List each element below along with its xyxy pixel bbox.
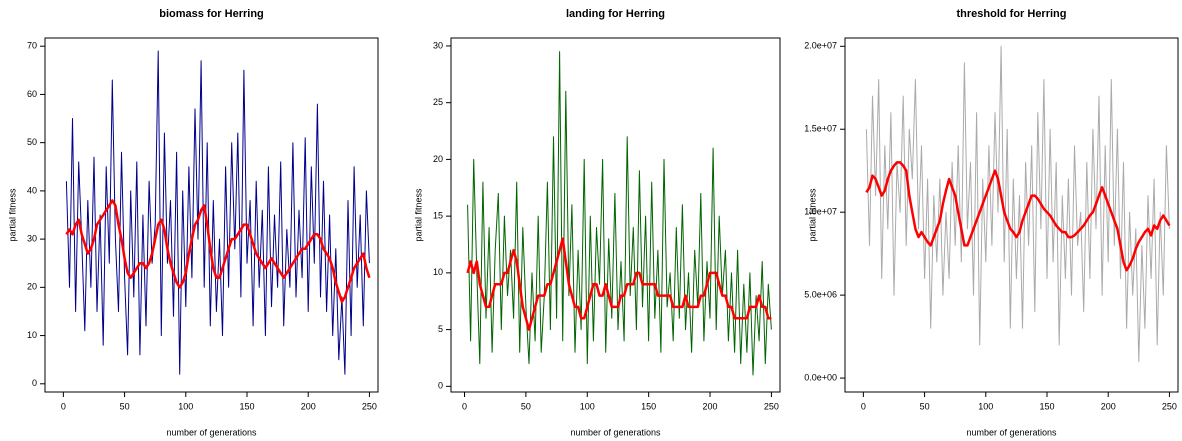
y-tick-label: 0 bbox=[438, 381, 443, 391]
x-tick-label: 100 bbox=[178, 401, 193, 411]
chart-title: landing for Herring bbox=[566, 8, 665, 20]
y-tick-label: 5 bbox=[438, 324, 443, 334]
y-tick-label: 15 bbox=[433, 211, 443, 221]
y-tick-label: 70 bbox=[27, 41, 37, 51]
x-tick-label: 200 bbox=[1101, 401, 1116, 411]
x-axis-label: number of generations bbox=[570, 427, 661, 437]
x-tick-label: 100 bbox=[580, 401, 595, 411]
series-line bbox=[65, 199, 371, 304]
y-tick-label: 10 bbox=[433, 267, 443, 277]
y-axis-label: partial fitness bbox=[413, 188, 423, 242]
y-axis-label: partial fitness bbox=[7, 188, 17, 242]
plot-frame bbox=[450, 37, 781, 393]
chart-title: biomass for Herring bbox=[159, 8, 264, 20]
y-tick-label: 20 bbox=[27, 282, 37, 292]
x-tick-label: 150 bbox=[239, 401, 254, 411]
x-tick-label: 50 bbox=[521, 401, 531, 411]
x-tick-label: 50 bbox=[920, 401, 930, 411]
x-tick-label: 250 bbox=[362, 401, 377, 411]
chart-title: threshold for Herring bbox=[956, 8, 1066, 20]
x-tick-label: 100 bbox=[978, 401, 993, 411]
x-axis-label: number of generations bbox=[966, 427, 1057, 437]
y-tick-label: 1.0e+07 bbox=[804, 207, 837, 217]
x-tick-label: 50 bbox=[120, 401, 130, 411]
y-tick-label: 10 bbox=[27, 330, 37, 340]
y-tick-label: 20 bbox=[433, 154, 443, 164]
x-tick-label: 0 bbox=[61, 401, 66, 411]
x-tick-label: 150 bbox=[1039, 401, 1054, 411]
series-line bbox=[865, 45, 1170, 362]
y-tick-label: 50 bbox=[27, 137, 37, 147]
series-line bbox=[865, 161, 1171, 272]
plot-frame bbox=[44, 37, 379, 393]
y-tick-label: 1.5e+07 bbox=[804, 124, 837, 134]
x-tick-label: 150 bbox=[641, 401, 656, 411]
y-tick-label: 0 bbox=[32, 378, 37, 388]
series-line bbox=[466, 237, 772, 331]
y-tick-label: 25 bbox=[433, 97, 443, 107]
series-line bbox=[65, 50, 370, 375]
x-tick-label: 200 bbox=[703, 401, 718, 411]
x-tick-label: 0 bbox=[462, 401, 467, 411]
plot-frame bbox=[844, 37, 1179, 393]
series-line bbox=[467, 51, 772, 376]
y-tick-label: 2.0e+07 bbox=[804, 41, 837, 51]
y-tick-label: 60 bbox=[27, 89, 37, 99]
y-tick-label: 40 bbox=[27, 185, 37, 195]
x-tick-label: 250 bbox=[1162, 401, 1177, 411]
y-tick-label: 0.0e+00 bbox=[804, 372, 837, 382]
x-tick-label: 200 bbox=[301, 401, 316, 411]
x-axis-label: number of generations bbox=[166, 427, 257, 437]
y-tick-label: 30 bbox=[433, 40, 443, 50]
y-axis-label: partial fitness bbox=[807, 188, 817, 242]
y-tick-label: 30 bbox=[27, 233, 37, 243]
x-tick-label: 0 bbox=[861, 401, 866, 411]
y-tick-label: 5.0e+06 bbox=[804, 289, 837, 299]
x-tick-label: 250 bbox=[764, 401, 779, 411]
